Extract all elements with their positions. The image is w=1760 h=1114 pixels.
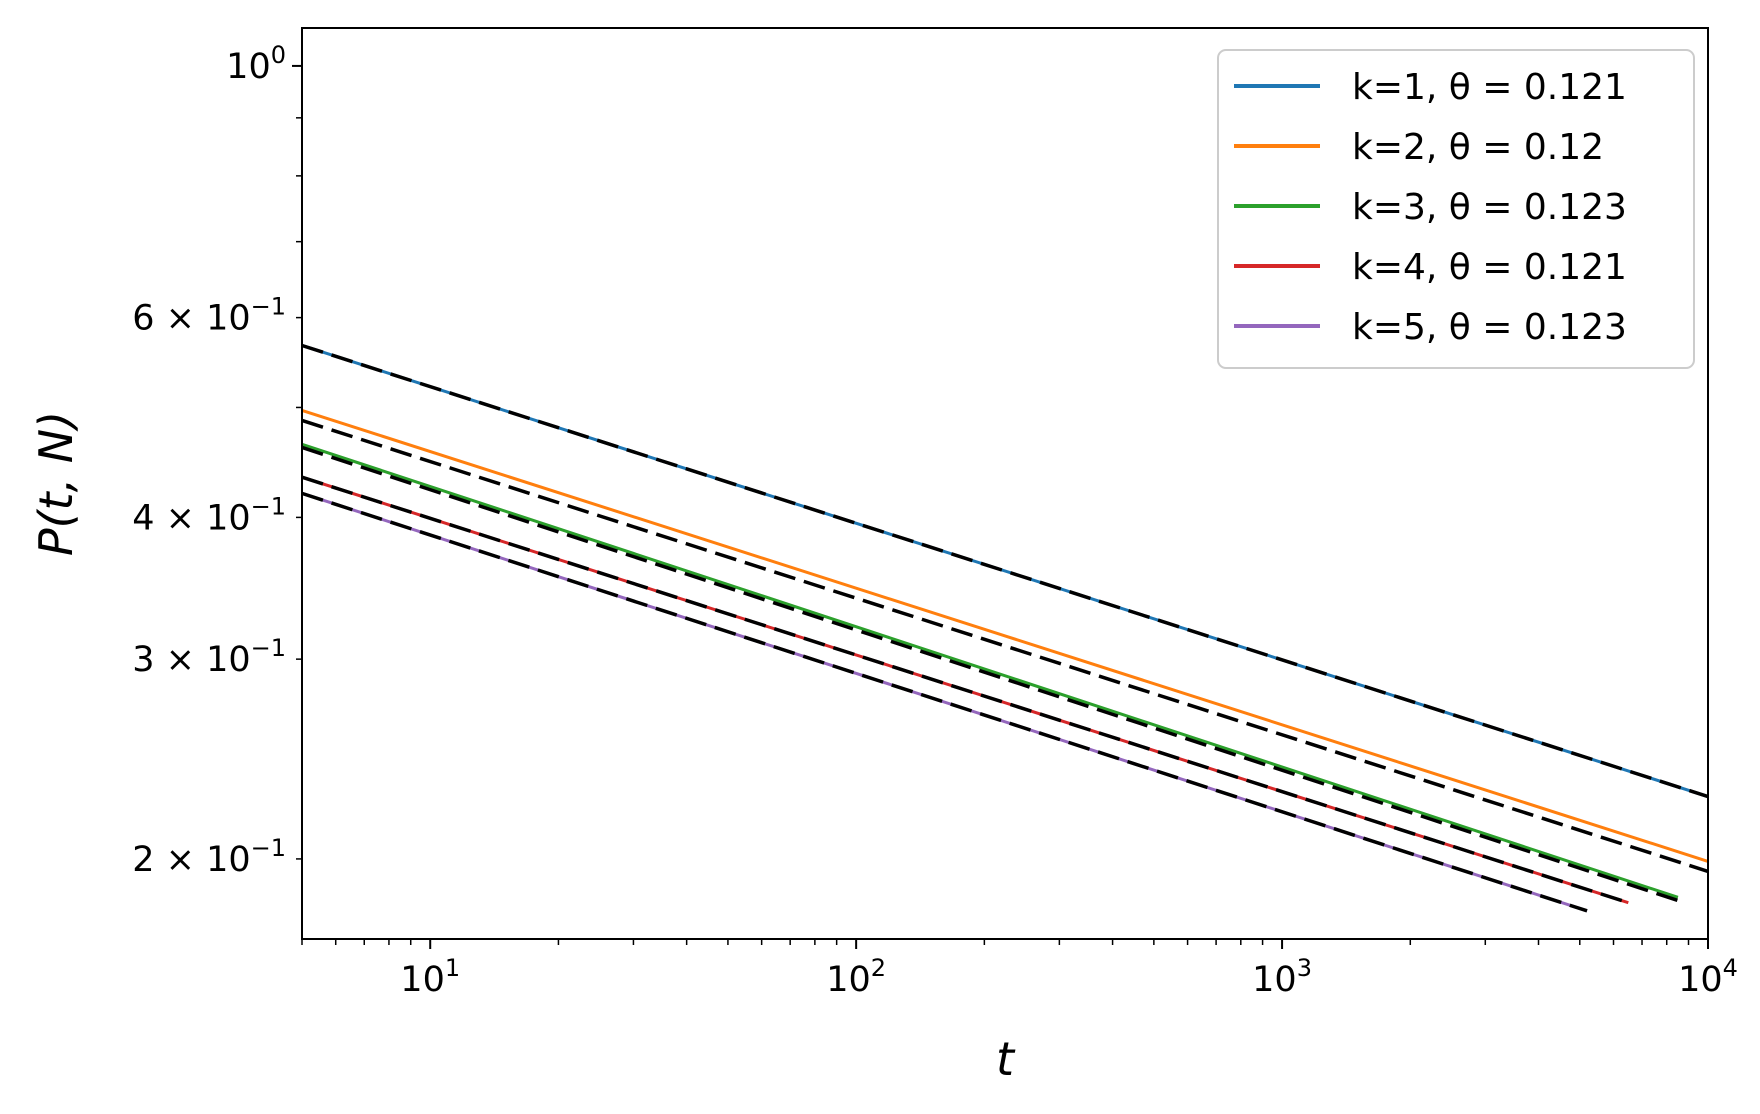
- legend-box: [1217, 49, 1695, 369]
- legend: k=1, θ = 0.121 k=2, θ = 0.12 k=3, θ = 0.12…: [1217, 49, 1695, 369]
- x-tick-label: 102: [826, 954, 886, 1000]
- y-tick-label: 6 × 10−1: [132, 293, 286, 339]
- ticks-layer: 101 102 103 104 100 6 × 10−1 4 × 10−1 3 × 10−1 2…: [132, 41, 1738, 1000]
- fit-line-2: [301, 418, 1709, 874]
- legend-label: k=1, θ = 0.121: [1352, 67, 1627, 108]
- series-line-2: [301, 408, 1709, 863]
- x-tick-label: 104: [1678, 954, 1738, 1000]
- series-layer: [301, 343, 1709, 913]
- y-tick-label: 3 × 10−1: [132, 634, 286, 680]
- y-tick-label: 100: [226, 41, 286, 87]
- legend-label: k=2, θ = 0.12: [1352, 127, 1604, 168]
- fit-line-3: [301, 445, 1679, 903]
- y-axis-label: P(t, N): [29, 411, 83, 556]
- legend-label: k=4, θ = 0.121: [1352, 247, 1627, 288]
- fit-line-4: [301, 475, 1629, 905]
- legend-label: k=3, θ = 0.123: [1352, 187, 1627, 228]
- y-tick-label: 2 × 10−1: [132, 834, 286, 880]
- fit-line-5: [301, 491, 1588, 913]
- legend-label: k=5, θ = 0.123: [1352, 307, 1627, 348]
- x-tick-label: 103: [1252, 954, 1312, 1000]
- series-line-3: [301, 442, 1679, 899]
- x-axis-label: t: [996, 1032, 1016, 1086]
- y-tick-label: 4 × 10−1: [132, 492, 286, 538]
- x-tick-label: 101: [400, 954, 460, 1000]
- fit-line-1: [301, 343, 1709, 799]
- plot-frame: [301, 27, 1709, 940]
